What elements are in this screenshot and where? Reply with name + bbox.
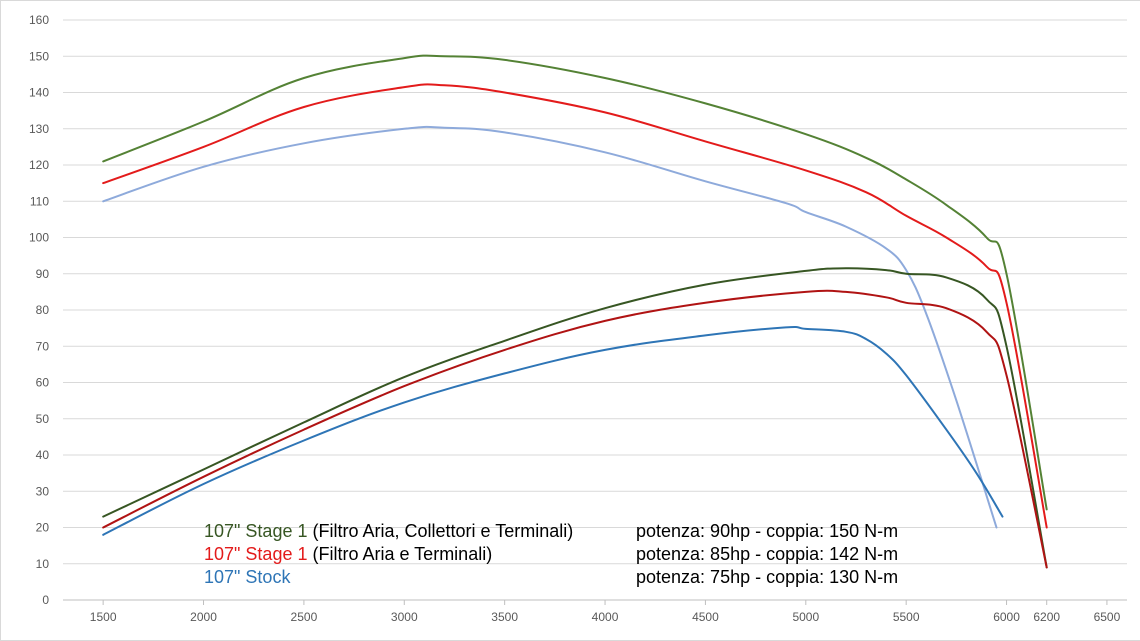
legend-entry-label: 107" Stage 1 (Filtro Aria e Terminali) xyxy=(204,544,492,564)
legend-series-name: 107" Stock xyxy=(204,567,291,587)
x-tick-label: 1500 xyxy=(90,610,117,624)
x-tick-label: 2500 xyxy=(291,610,318,624)
legend-entry-stats: potenza: 90hp - coppia: 150 N-m xyxy=(636,521,898,541)
y-tick-label: 10 xyxy=(36,557,50,571)
series-line-stage1-full-power xyxy=(102,267,1048,569)
x-tick-label: 4000 xyxy=(592,610,619,624)
x-tick-label: 6500 xyxy=(1094,610,1121,624)
y-tick-label: 70 xyxy=(36,339,50,353)
legend-entry-stats: potenza: 75hp - coppia: 130 N-m xyxy=(636,567,898,587)
y-tick-label: 40 xyxy=(36,448,50,462)
x-tick-label: 6200 xyxy=(1033,610,1060,624)
y-tick-label: 160 xyxy=(29,13,49,27)
x-tick-label: 5500 xyxy=(893,610,920,624)
y-tick-label: 80 xyxy=(36,303,50,317)
series-line-stage1-power xyxy=(102,289,1048,569)
y-tick-label: 100 xyxy=(29,231,49,245)
legend-entry-stats: potenza: 85hp - coppia: 142 N-m xyxy=(636,544,898,564)
legend-series-name: 107" Stage 1 xyxy=(204,544,307,564)
legend-series-description: (Filtro Aria e Terminali) xyxy=(307,544,492,564)
y-tick-label: 90 xyxy=(36,267,50,281)
y-tick-label: 150 xyxy=(29,49,49,63)
y-tick-label: 50 xyxy=(36,412,50,426)
axes: 0 10 20 30 40 50 60 70 80 90 100 110 120 130 140 150 160… xyxy=(29,13,1127,624)
x-tick-label: 4500 xyxy=(692,610,719,624)
x-tick-label: 5000 xyxy=(792,610,819,624)
y-tick-label: 120 xyxy=(29,158,49,172)
legend-series-description: (Filtro Aria, Collettori e Terminali) xyxy=(307,521,573,541)
y-tick-label: 130 xyxy=(29,122,49,136)
legend-entry-label: 107" Stock xyxy=(204,567,291,587)
series-line-stock-torque xyxy=(102,125,998,529)
x-tick-label: 3500 xyxy=(491,610,518,624)
series-line-stock-power xyxy=(102,326,1004,536)
legend: 107" Stage 1 (Filtro Aria, Collettori e … xyxy=(204,521,898,587)
series-line-stage1-torque xyxy=(102,83,1048,529)
y-tick-label: 110 xyxy=(30,194,49,208)
series-line-stage1-full-torque xyxy=(102,54,1048,511)
y-tick-label: 60 xyxy=(36,376,50,390)
x-tick-label: 6000 xyxy=(993,610,1020,624)
y-tick-label: 20 xyxy=(36,521,50,535)
series-lines xyxy=(102,54,1048,569)
y-tick-label: 0 xyxy=(42,593,49,607)
legend-series-name: 107" Stage 1 xyxy=(204,521,307,541)
y-tick-label: 140 xyxy=(29,86,49,100)
x-tick-label: 2000 xyxy=(190,610,217,624)
y-tick-label: 30 xyxy=(36,484,50,498)
gridlines xyxy=(63,19,1127,565)
legend-entry-label: 107" Stage 1 (Filtro Aria, Collettori e … xyxy=(204,521,573,541)
x-tick-label: 3000 xyxy=(391,610,418,624)
